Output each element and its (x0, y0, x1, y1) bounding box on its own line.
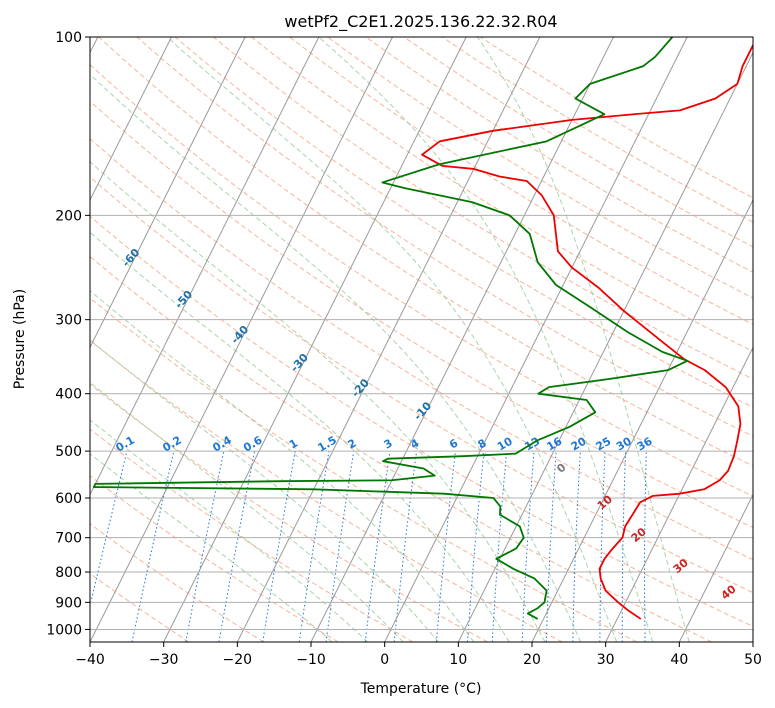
dewpoint-profile-line (92, 37, 689, 620)
isotherm-line (310, 37, 614, 642)
moist-adiabat (90, 290, 475, 642)
y-tick-label: 300 (55, 313, 82, 329)
y-axis-label: Pressure (hPa) (12, 289, 28, 389)
y-tick-label: 900 (55, 595, 82, 611)
dry-adiabat (90, 100, 753, 529)
isotherm-line (163, 37, 467, 642)
dry-adiabat (90, 383, 488, 642)
y-tick-label: 700 (55, 531, 82, 547)
chart-title: wetPf2_C2E1.2025.136.22.32.R04 (284, 12, 557, 32)
isotherm-line (236, 37, 541, 642)
x-tick-label: 0 (380, 652, 389, 668)
mixing-ratio-line (325, 451, 355, 642)
mixing-ratio-line (393, 451, 418, 642)
y-tick-label: 1000 (46, 622, 82, 638)
plot-background (90, 37, 753, 642)
isotherm-line (90, 37, 246, 349)
moist-adiabat (90, 73, 582, 642)
dry-adiabat (90, 215, 753, 628)
x-tick-label: 10 (449, 652, 467, 668)
x-tick-label: 50 (744, 652, 762, 668)
dry-adiabat (289, 37, 753, 326)
moist-adiabat (90, 161, 546, 642)
mixing-ratio-line (364, 451, 391, 642)
mixing-ratio-line (90, 450, 128, 609)
y-tick-label: 200 (55, 208, 82, 224)
dry-adiabat (251, 37, 753, 353)
isotherm-line (457, 51, 753, 642)
y-tick-label: 500 (55, 444, 82, 460)
dry-adiabat (90, 297, 638, 642)
moist-adiabat (318, 37, 654, 642)
dry-adiabat (90, 572, 190, 642)
x-tick-label: −30 (149, 652, 179, 668)
x-tick-label: −20 (223, 652, 253, 668)
isotherm-line (605, 346, 753, 642)
plot-frame (89, 36, 754, 643)
background-lines (90, 37, 753, 642)
x-tick-label: −40 (75, 652, 105, 668)
dry-adiabat (90, 137, 753, 561)
dry-adiabat (90, 63, 753, 497)
moist-adiabat (90, 339, 439, 642)
dry-adiabat (90, 255, 712, 642)
y-tick-label: 100 (55, 30, 82, 46)
moist-adiabat (90, 231, 510, 642)
dry-adiabat (212, 37, 753, 380)
dry-adiabat (90, 339, 563, 642)
isotherm-line (384, 37, 688, 642)
profile-series (92, 37, 753, 620)
y-tick-label: 400 (55, 387, 82, 403)
x-tick-label: 20 (523, 652, 541, 668)
mixing-ratio-line (298, 451, 330, 642)
x-axis-label: Temperature (°C) (360, 681, 482, 697)
x-tick-label: 40 (670, 652, 688, 668)
isotherm-line (531, 198, 753, 642)
mixing-ratio-line (467, 451, 485, 642)
moist-adiabat (90, 381, 404, 642)
y-tick-label: 600 (55, 491, 82, 507)
temperature-profile-line (421, 43, 753, 620)
x-tick-label: −10 (296, 652, 326, 668)
axes: −40 −30 −20 −10 0 10 20 30 40 50 100 200 300 400 500 60… (46, 30, 762, 668)
x-tick-label: 30 (597, 652, 615, 668)
dry-adiabat (174, 37, 753, 408)
isotherm-line (90, 37, 393, 642)
isotherm-line (90, 37, 172, 202)
y-tick-label: 800 (55, 565, 82, 581)
isotherm-line (90, 37, 320, 496)
dry-adiabat (90, 176, 753, 594)
isotherm-line (678, 493, 753, 642)
moist-adiabat (477, 37, 690, 642)
dry-adiabat (98, 37, 753, 467)
mixing-ratio-line (131, 450, 175, 642)
